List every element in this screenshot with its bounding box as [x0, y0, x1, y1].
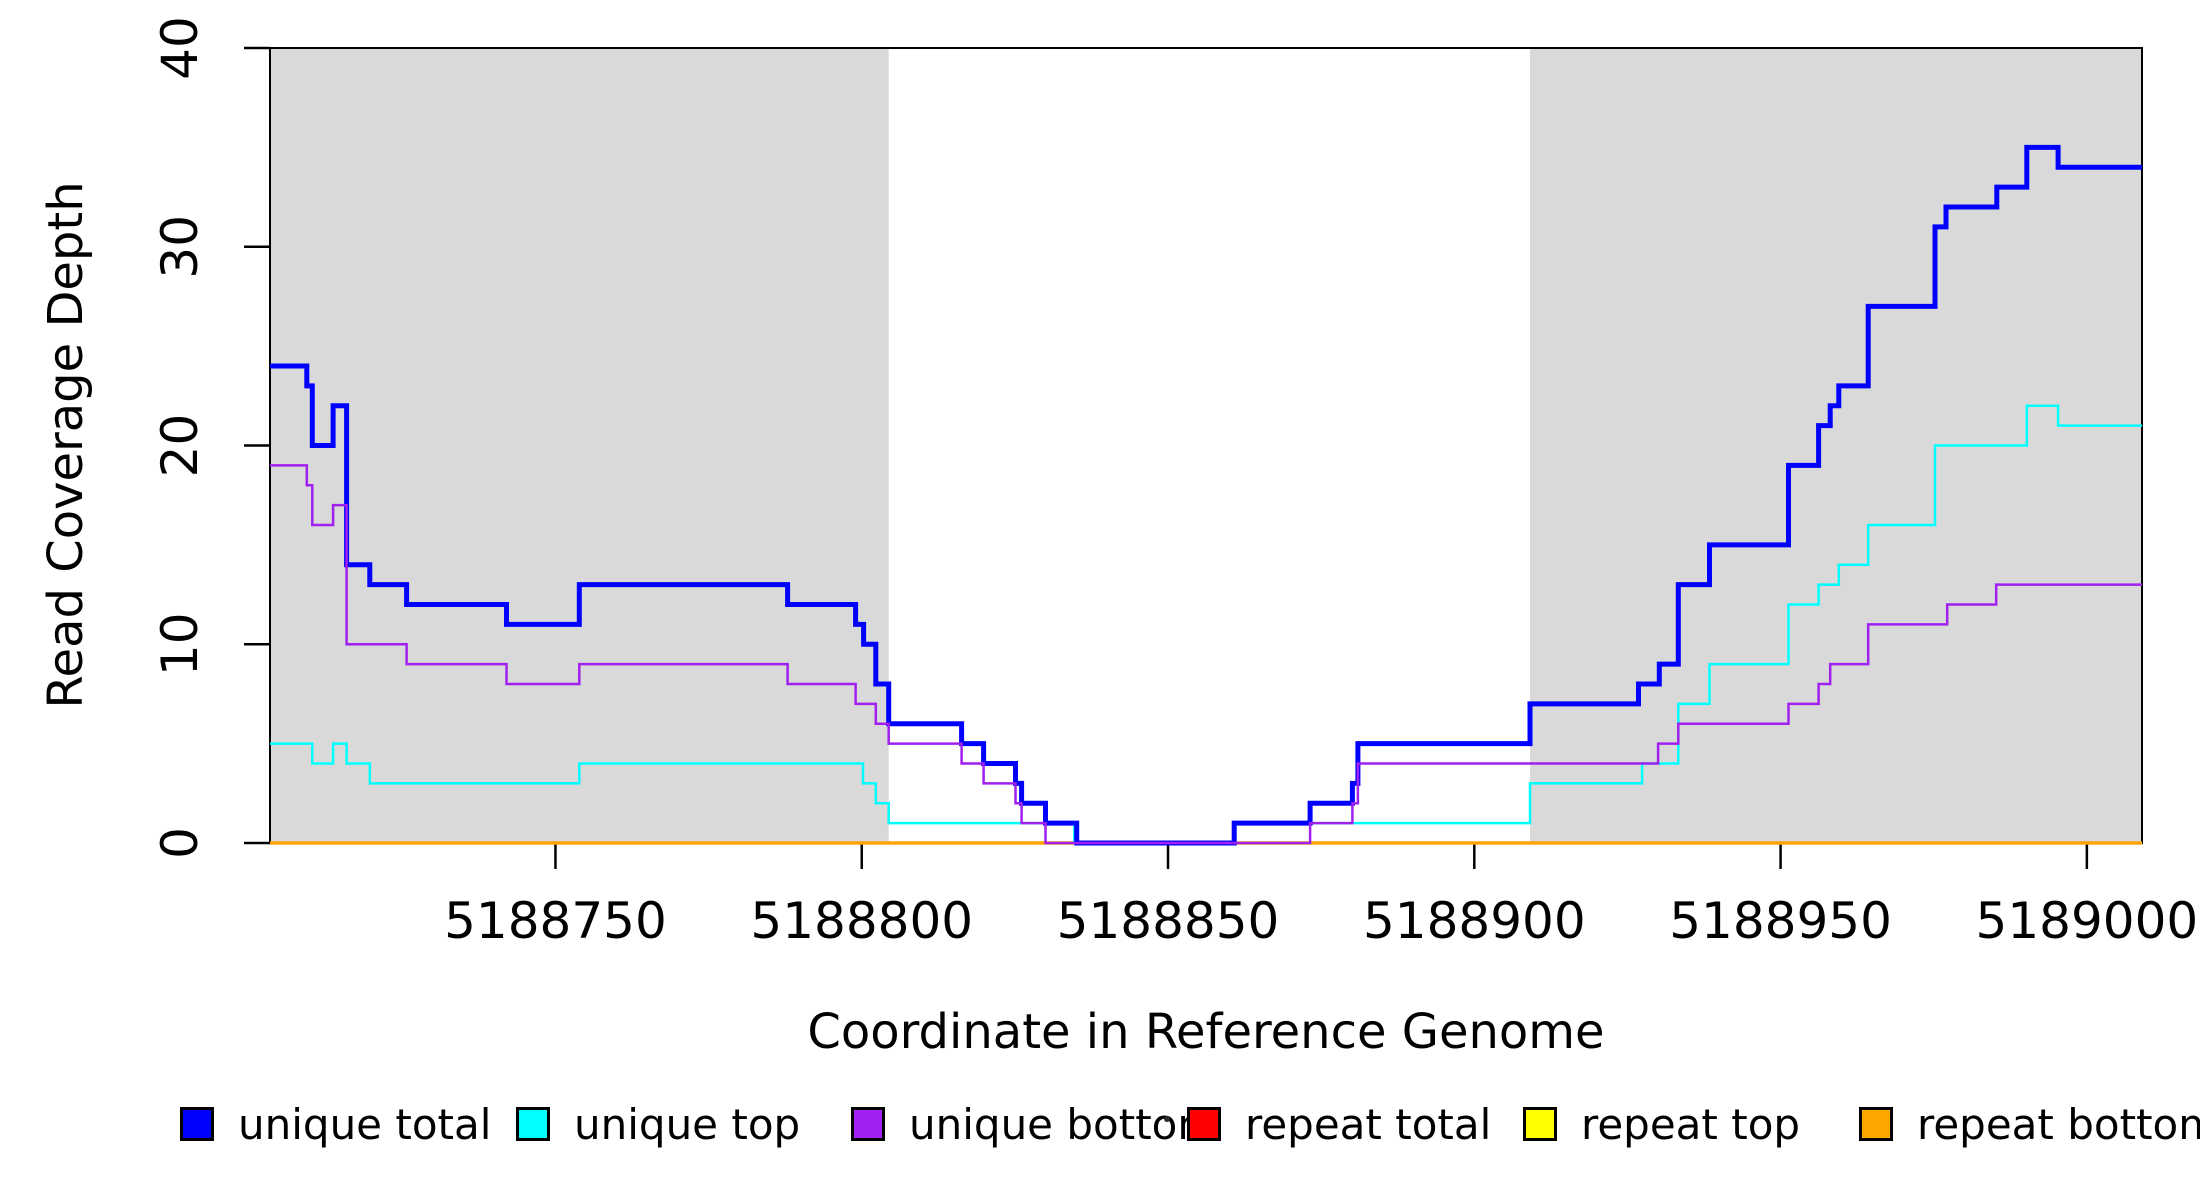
shaded-region-1: [270, 48, 889, 843]
legend-item-repeat-bottom: repeat bottom: [1859, 1100, 2200, 1149]
series-line-unique-top: [270, 404, 2142, 845]
x-axis-title: Coordinate in Reference Genome: [807, 1004, 1605, 1060]
y-tick-label: 0: [151, 827, 209, 859]
legend-label: repeat top: [1581, 1099, 1801, 1149]
legend-swatch-unique-bottom: [851, 1107, 885, 1141]
x-tick-label: 5188850: [1057, 892, 1280, 950]
legend-item-unique-top: unique top: [516, 1100, 800, 1149]
x-tick-label: 5188750: [444, 892, 667, 950]
legend-item-repeat-top: repeat top: [1523, 1100, 1800, 1149]
legend-swatch-repeat-total: [1187, 1107, 1221, 1141]
y-axis-title: Read Coverage Depth: [38, 181, 94, 709]
x-tick-label: 5188800: [750, 892, 973, 950]
x-tick-label: 5188950: [1669, 892, 1892, 950]
legend-label: repeat total: [1245, 1099, 1492, 1149]
legend-item-unique-bottom: unique bottom: [851, 1100, 1218, 1149]
legend-swatch-unique-top: [516, 1107, 550, 1141]
legend-swatch-repeat-top: [1523, 1107, 1557, 1141]
series-line-unique-bottom: [270, 464, 2142, 845]
x-tick-label: 5189000: [1976, 892, 2199, 950]
legend-label: unique top: [574, 1099, 801, 1149]
legend-label: repeat bottom: [1917, 1099, 2200, 1149]
legend-label: unique bottom: [909, 1099, 1219, 1149]
legend-item-unique-total: unique total: [180, 1100, 491, 1149]
legend-separator-dot: [1164, 1116, 1170, 1122]
shaded-region-2: [1530, 48, 2142, 843]
legend-swatch-unique-total: [180, 1107, 214, 1141]
y-tick-label: 10: [151, 612, 209, 676]
legend-item-repeat-total: repeat total: [1187, 1100, 1491, 1149]
legend-label: unique total: [238, 1099, 492, 1149]
y-tick-label: 40: [151, 16, 209, 80]
legend-swatch-repeat-bottom: [1859, 1107, 1893, 1141]
y-tick-label: 30: [151, 215, 209, 279]
x-tick-label: 5188900: [1363, 892, 1586, 950]
y-tick-label: 20: [151, 414, 209, 478]
